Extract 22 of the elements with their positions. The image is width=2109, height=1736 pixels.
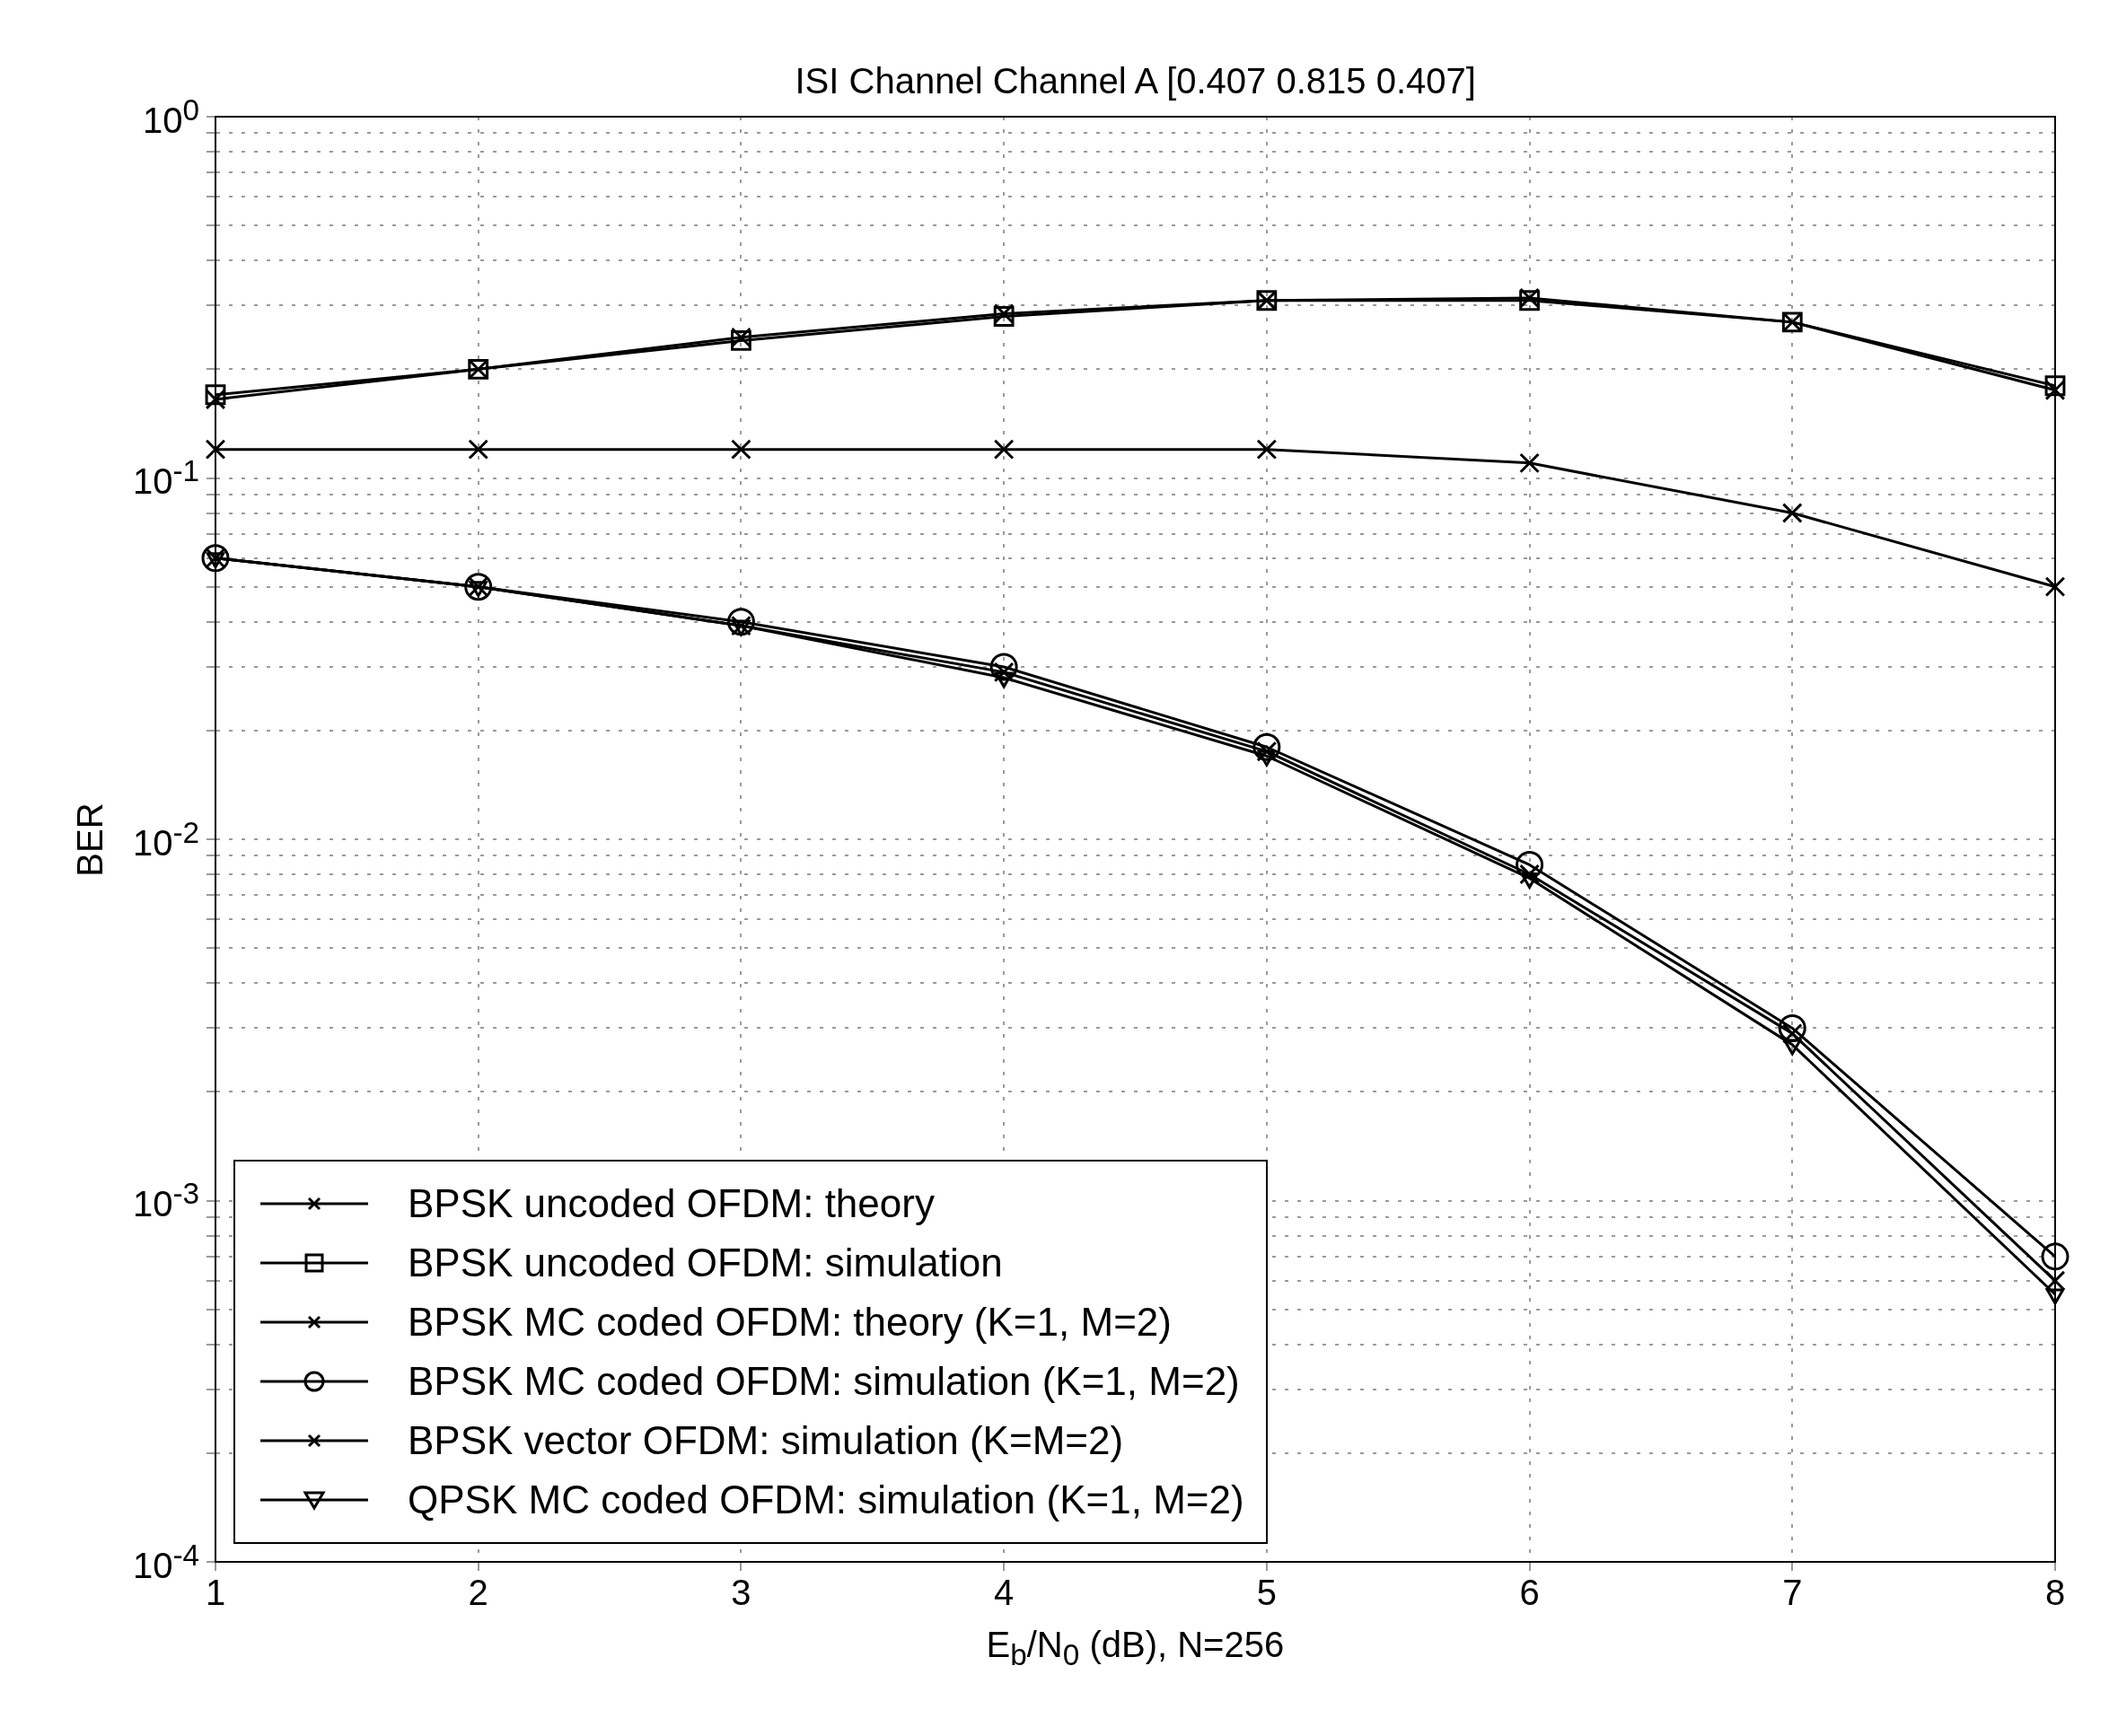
y-tick-label: 10$^{-3}$ (133, 1177, 200, 1225)
x-axis-title: E$_{b}$/N$_{0}$ (dB), N=256 (986, 1625, 1285, 1672)
legend-label: BPSK uncoded OFDM: theory (408, 1180, 935, 1227)
y-axis-title: BER (69, 802, 110, 877)
y-tick-label: 10$^{-2}$ (133, 815, 200, 864)
x-tick-label: 2 (468, 1573, 488, 1613)
chart-title: ISI Channel Channel A [0.407 0.815 0.407] (795, 61, 1476, 101)
legend-label: BPSK vector OFDM: simulation (K=M=2) (408, 1417, 1124, 1464)
x-tick-label: 7 (1782, 1573, 1803, 1613)
y-tick-label: 10$^{-4}$ (133, 1538, 200, 1586)
x-tick-label: 6 (1519, 1573, 1540, 1613)
x-tick-label: 4 (994, 1573, 1015, 1613)
y-tick-label: 10$^{-1}$ (133, 454, 200, 503)
legend-label: BPSK MC coded OFDM: theory (K=1, M=2) (408, 1299, 1172, 1346)
legend-label: BPSK MC coded OFDM: simulation (K=1, M=2) (408, 1358, 1240, 1405)
legend-label: QPSK MC coded OFDM: simulation (K=1, M=2) (408, 1477, 1244, 1523)
x-tick-label: 3 (731, 1573, 751, 1613)
legend-label: BPSK uncoded OFDM: simulation (408, 1240, 1003, 1286)
x-tick-label: 1 (205, 1573, 226, 1613)
x-tick-label: 5 (1256, 1573, 1277, 1613)
y-tick-label: 10$^{0}$ (143, 92, 200, 141)
x-tick-label: 8 (2044, 1573, 2066, 1613)
